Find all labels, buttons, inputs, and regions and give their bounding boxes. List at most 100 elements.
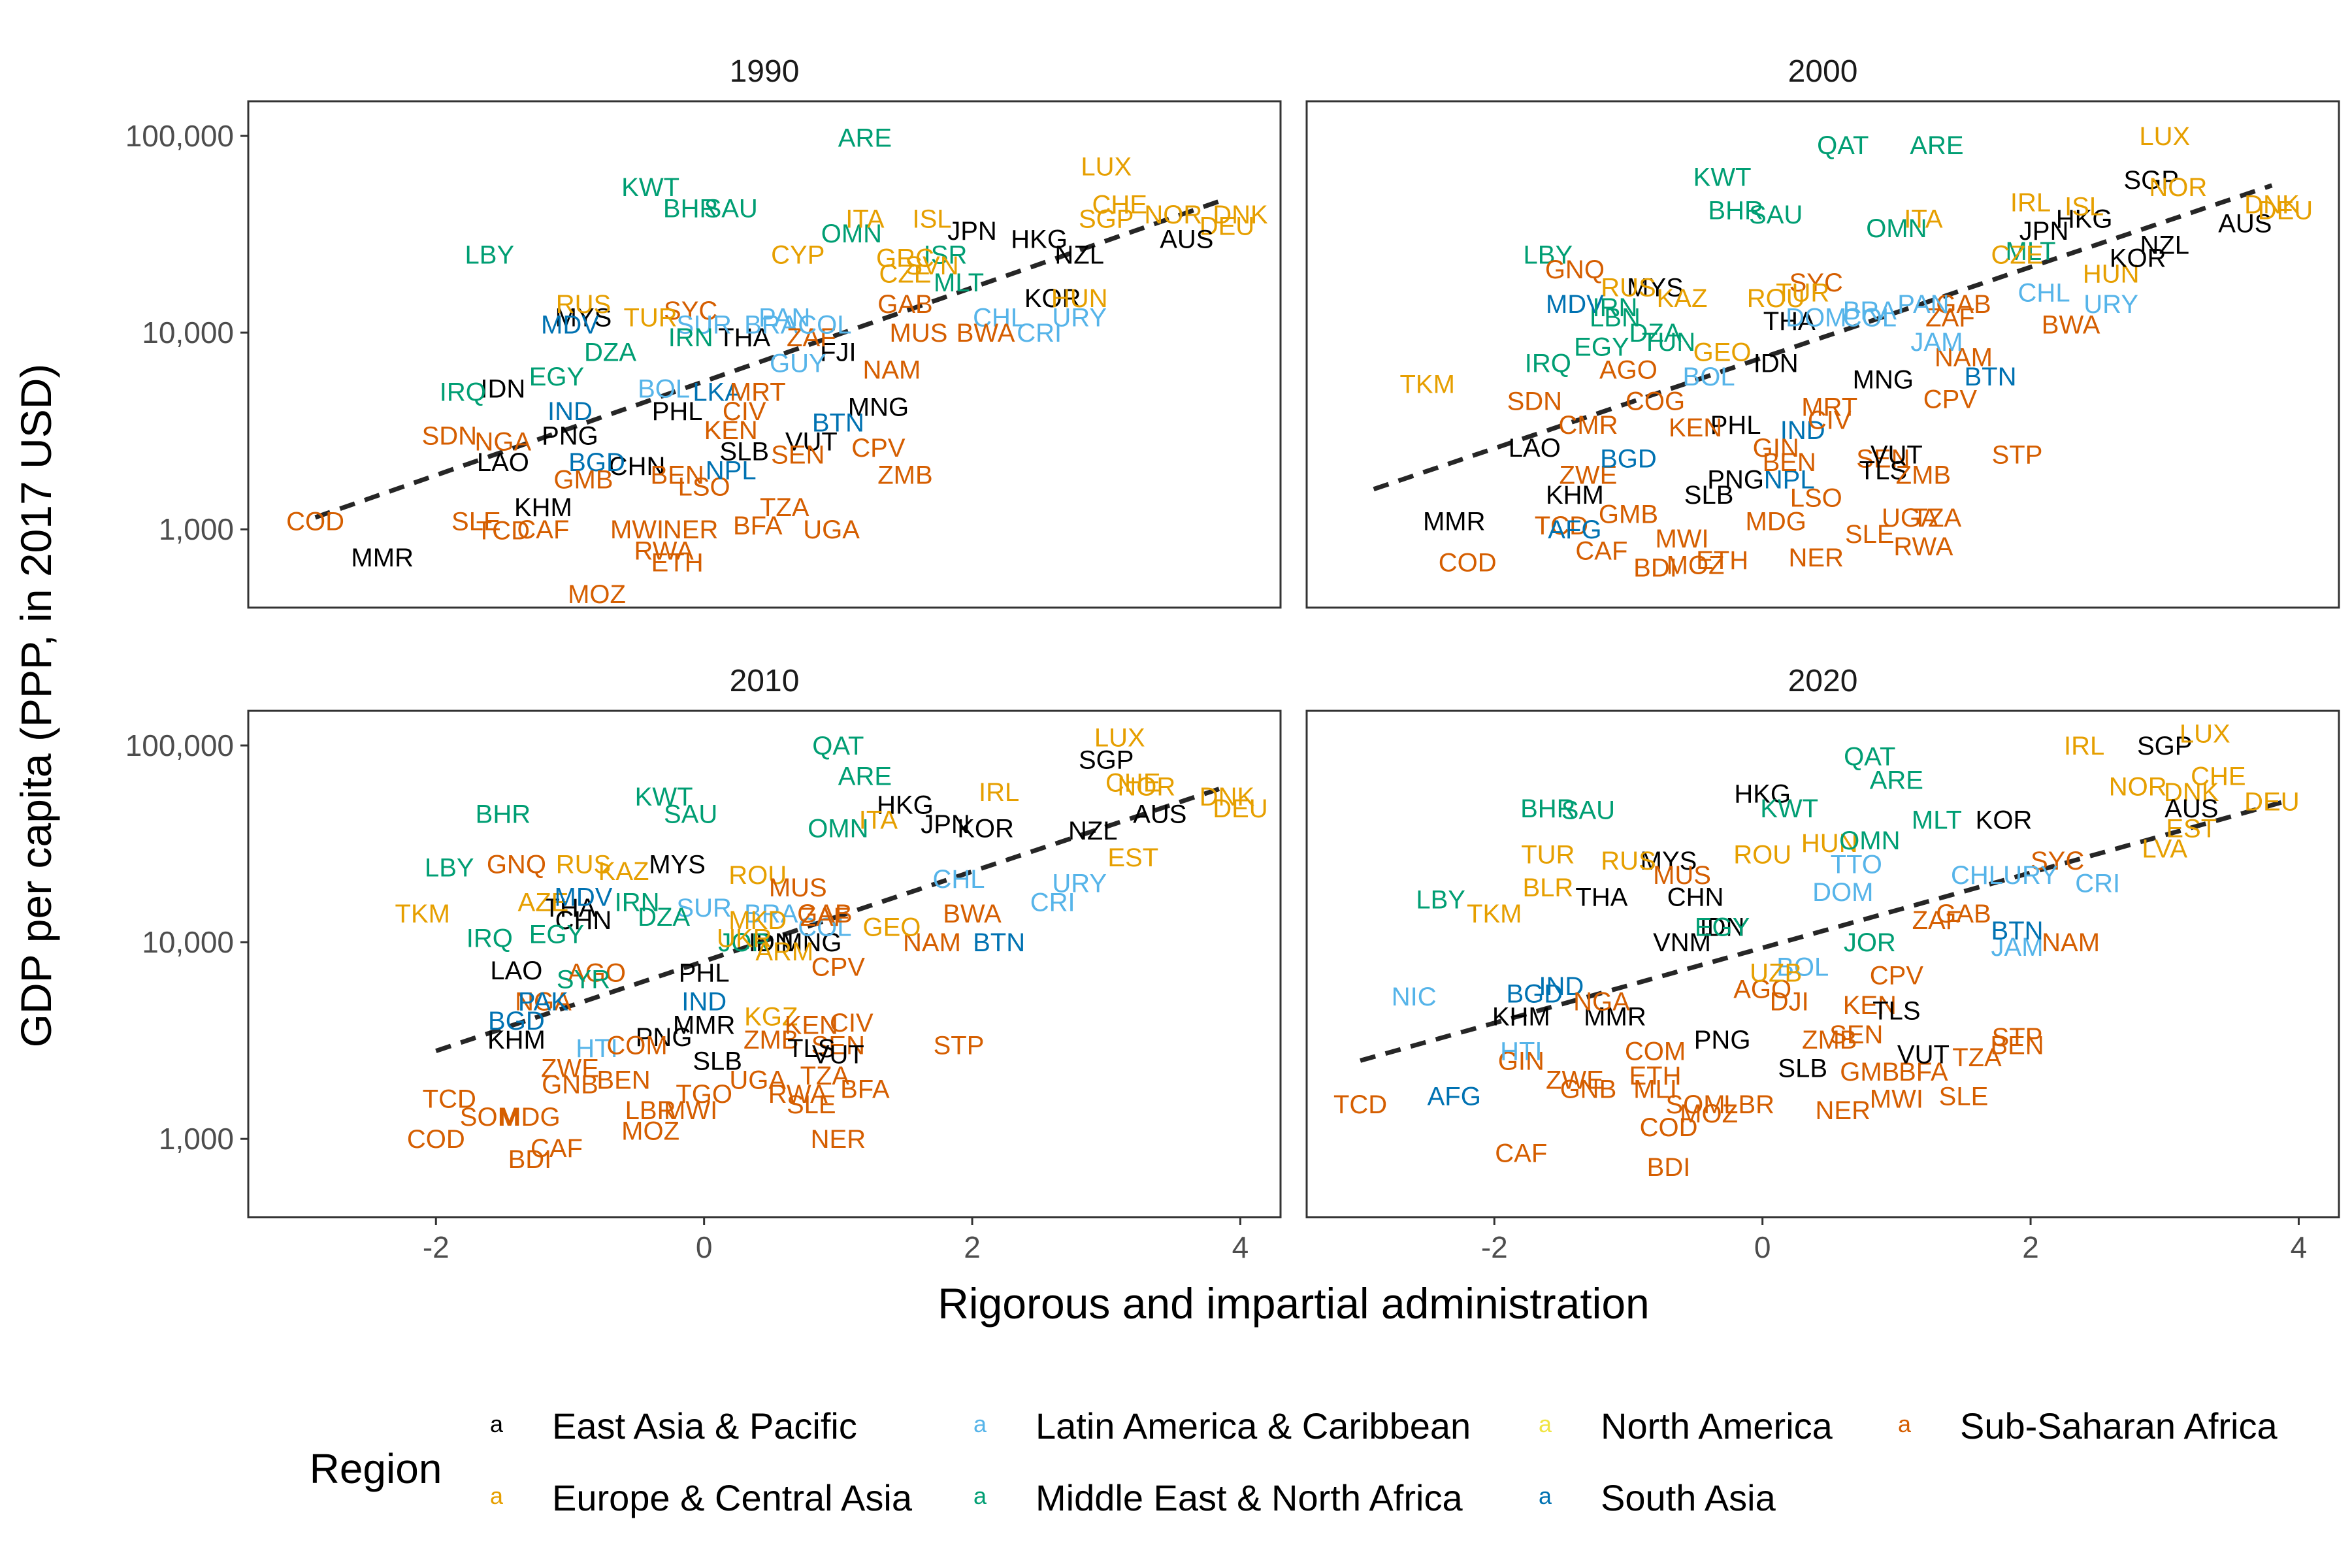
country-label: CPV xyxy=(1923,385,1978,414)
country-label: HKG xyxy=(1011,225,1068,253)
country-label: KOR xyxy=(2110,244,2166,273)
legend-label: Europe & Central Asia xyxy=(552,1477,913,1518)
country-label: TUR xyxy=(623,303,677,332)
x-axis-title: Rigorous and impartial administration xyxy=(938,1279,1650,1328)
country-label: ZAF xyxy=(800,903,850,932)
country-label: JAM xyxy=(1991,933,2044,962)
country-label: BGD xyxy=(1506,979,1563,1008)
country-label: AFG xyxy=(1428,1083,1481,1111)
country-label: MDV xyxy=(541,311,599,340)
country-label: ITA xyxy=(859,806,898,834)
country-label: MUS xyxy=(1653,861,1711,890)
country-label: SDN xyxy=(1507,387,1562,416)
country-label: SUR xyxy=(676,311,731,340)
country-label: EGY xyxy=(1574,333,1629,361)
country-label: KAZ xyxy=(1657,284,1708,313)
country-label: KWT xyxy=(621,173,679,202)
country-label: CRI xyxy=(1017,319,1062,348)
country-label: SVN xyxy=(905,252,958,280)
legend-key: a xyxy=(1898,1411,1912,1437)
country-label: HKG xyxy=(877,791,934,820)
country-label: JPN xyxy=(947,217,997,246)
country-label: GAB xyxy=(1936,290,1991,319)
country-label: SGP xyxy=(2137,732,2192,760)
country-label: NIC xyxy=(1392,983,1437,1011)
country-label: ZWE xyxy=(1559,461,1617,489)
country-label: LBN xyxy=(1590,303,1641,332)
country-label: SYC xyxy=(664,297,717,325)
country-label: BRA xyxy=(744,311,798,340)
country-label: IND xyxy=(681,988,727,1017)
country-label: ITA xyxy=(845,205,885,234)
country-label: RWA xyxy=(768,1080,828,1109)
country-label: IRL xyxy=(2010,189,2051,218)
country-label: CIV xyxy=(723,397,766,426)
country-label: MDV xyxy=(555,883,613,912)
country-label: ZMB xyxy=(1802,1026,1857,1054)
country-label: BLR xyxy=(1522,874,1573,902)
trend-line xyxy=(1373,183,2273,492)
country-label: URY xyxy=(2003,861,2058,890)
country-label: BHR xyxy=(1520,794,1575,823)
country-label: SAU xyxy=(704,194,758,223)
country-label: MLT xyxy=(934,269,984,297)
country-label: IRN xyxy=(668,323,713,352)
country-label: NER xyxy=(1816,1096,1870,1125)
country-label: THA xyxy=(1763,307,1816,336)
country-label: KEN xyxy=(1843,991,1897,1020)
country-label: NAM xyxy=(1935,344,1993,372)
country-label: IRN xyxy=(1593,293,1638,322)
panel-border xyxy=(1305,100,2340,609)
country-label: PNG xyxy=(636,1023,693,1052)
country-label: RWA xyxy=(1893,532,1953,561)
country-label: IND xyxy=(547,397,593,426)
country-label: MKD xyxy=(728,906,787,935)
country-label: BOL xyxy=(1683,363,1735,391)
country-label: BGD xyxy=(1600,444,1657,473)
country-label: PHL xyxy=(1710,411,1761,440)
country-label: CHE xyxy=(2191,762,2246,791)
country-label: BOL xyxy=(1776,953,1829,982)
country-label: TKM xyxy=(395,900,450,928)
country-label: UGA xyxy=(729,1066,786,1095)
country-label: GMB xyxy=(553,465,613,494)
country-label: LVA xyxy=(2142,834,2187,863)
legend-item: a East Asia & Pacific xyxy=(490,1405,857,1446)
country-label: KEN xyxy=(785,1011,838,1040)
country-label: LKA xyxy=(693,378,742,407)
country-label: SOM xyxy=(460,1103,519,1132)
x-tick-label: 4 xyxy=(1232,1230,1249,1264)
country-label: IDN xyxy=(1754,350,1799,378)
country-label: MMR xyxy=(673,1011,736,1040)
trend-line xyxy=(435,784,1228,1053)
country-label: NOR xyxy=(1117,773,1175,802)
country-label: SYR xyxy=(557,965,610,994)
country-label: BWA xyxy=(956,319,1015,348)
y-tick-label: 10,000 xyxy=(142,316,234,350)
country-label: DEU xyxy=(1213,794,1267,823)
country-label: UGA xyxy=(1882,504,1938,532)
country-label: TZA xyxy=(1952,1043,2002,1072)
country-label: KHM xyxy=(514,493,572,522)
country-label: RWA xyxy=(634,537,694,566)
country-label: MYS xyxy=(1641,847,1697,875)
country-label: COL xyxy=(1843,303,1897,332)
country-label: NAM xyxy=(2042,928,2100,957)
legend-item: a Europe & Central Asia xyxy=(490,1477,913,1518)
country-label: NOR xyxy=(2109,773,2167,802)
country-label: STP xyxy=(1992,1023,2043,1052)
country-label: GMB xyxy=(1840,1058,1899,1086)
country-label: JOR xyxy=(1844,928,1896,957)
x-tick-label: 2 xyxy=(2022,1230,2039,1264)
country-label: MMR xyxy=(1423,508,1486,536)
country-label: JPN xyxy=(2019,217,2069,246)
country-label: GMB xyxy=(1599,500,1658,529)
country-label: VUT xyxy=(1870,441,1923,470)
country-label: BEN xyxy=(1990,1032,2044,1060)
country-label: LBY xyxy=(1524,240,1573,269)
country-label: GNQ xyxy=(487,850,546,879)
country-label: CPV xyxy=(1870,962,1924,990)
country-label: BWA xyxy=(943,900,1002,928)
country-label: GIN xyxy=(1498,1047,1544,1075)
